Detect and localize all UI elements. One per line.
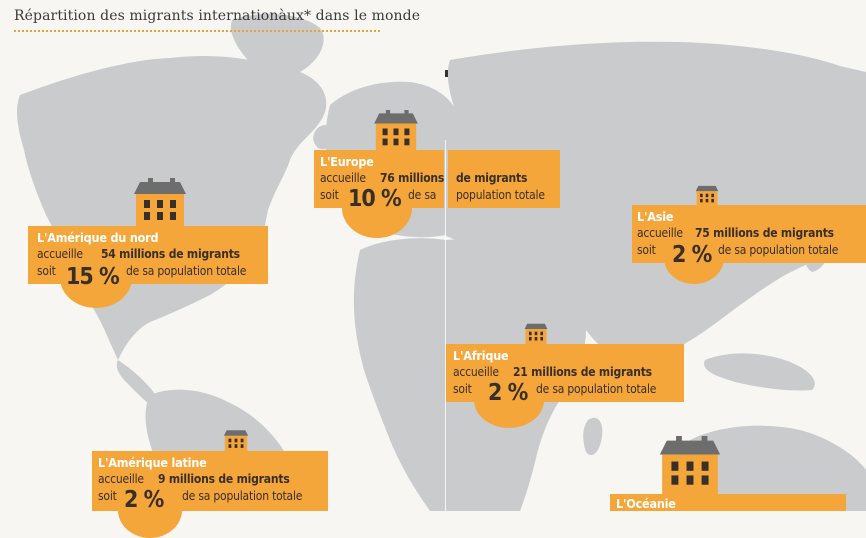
madagascar xyxy=(583,417,603,456)
greenland xyxy=(230,13,324,75)
asia-landmass xyxy=(446,41,866,360)
tail-text: de sa population totale xyxy=(536,382,657,396)
soit-label: soit xyxy=(37,264,56,278)
amount-text-continued: de migrants xyxy=(456,171,528,185)
accueille-label: accueille xyxy=(637,226,683,240)
title-underline xyxy=(14,30,380,32)
tail-text: de sa population totale xyxy=(182,489,303,503)
amount-text: 54 millions de migrants xyxy=(101,247,240,261)
soit-label: soit xyxy=(453,382,472,396)
uk-island xyxy=(313,125,334,150)
accueille-label: accueille xyxy=(320,171,366,185)
percent-value: 2 % xyxy=(672,242,712,268)
info-box: L'Amérique latine accueille 9 millions d… xyxy=(92,451,328,511)
tail-text: de sa population totale xyxy=(718,243,839,257)
region-name: L'Afrique xyxy=(453,348,509,363)
indonesia xyxy=(704,353,815,391)
soit-label: soit xyxy=(637,243,656,257)
region-name: L'Amérique du nord xyxy=(37,230,159,245)
percent-value: 2 % xyxy=(488,380,528,406)
africa-landmass xyxy=(353,238,446,511)
tail-text-continued: population totale xyxy=(456,188,545,202)
amount-text: 76 millions xyxy=(380,171,445,185)
australia-landmass xyxy=(675,425,866,511)
info-box: L'Océanie xyxy=(610,494,846,511)
info-box: L'Afrique accueille 21 millions de migra… xyxy=(446,344,684,402)
percent-value: 2 % xyxy=(124,487,164,513)
house-icon xyxy=(524,323,548,344)
page-fold xyxy=(445,140,446,511)
amount-text: 21 millions de migrants xyxy=(513,365,652,379)
soit-label: soit xyxy=(98,489,117,503)
info-box: L'Asie accueille 75 millions de migrants… xyxy=(632,205,866,263)
fold-mark xyxy=(445,70,448,77)
page-title: Répartition des migrants internationàux*… xyxy=(14,8,421,24)
central-america xyxy=(116,360,159,410)
house-icon xyxy=(134,178,186,228)
amount-text: 75 millions de migrants xyxy=(695,226,834,240)
amount-text: 9 millions de migrants xyxy=(158,472,290,486)
info-box: L'Amérique du nord accueille 54 millions… xyxy=(28,226,268,284)
percent-value: 15 % xyxy=(66,264,120,290)
region-name: L'Amérique latine xyxy=(98,455,207,470)
accueille-label: accueille xyxy=(37,247,83,261)
soit-label: soit xyxy=(320,188,339,202)
house-icon xyxy=(374,110,418,152)
tail-text: de sa xyxy=(408,188,437,202)
accueille-label: accueille xyxy=(98,472,144,486)
accueille-label: accueille xyxy=(453,365,499,379)
region-name: L'Océanie xyxy=(616,496,676,511)
info-box: L'Europe accueille 76 millions soit de s… xyxy=(314,150,444,208)
house-icon xyxy=(223,430,249,452)
region-name: L'Europe xyxy=(320,154,374,169)
region-name: L'Asie xyxy=(637,209,674,224)
percent-value: 10 % xyxy=(348,186,402,212)
house-icon xyxy=(659,436,721,494)
house-icon xyxy=(695,185,719,206)
tail-text: de sa population totale xyxy=(126,264,247,278)
info-box-continued: de migrants population totale xyxy=(448,150,560,208)
